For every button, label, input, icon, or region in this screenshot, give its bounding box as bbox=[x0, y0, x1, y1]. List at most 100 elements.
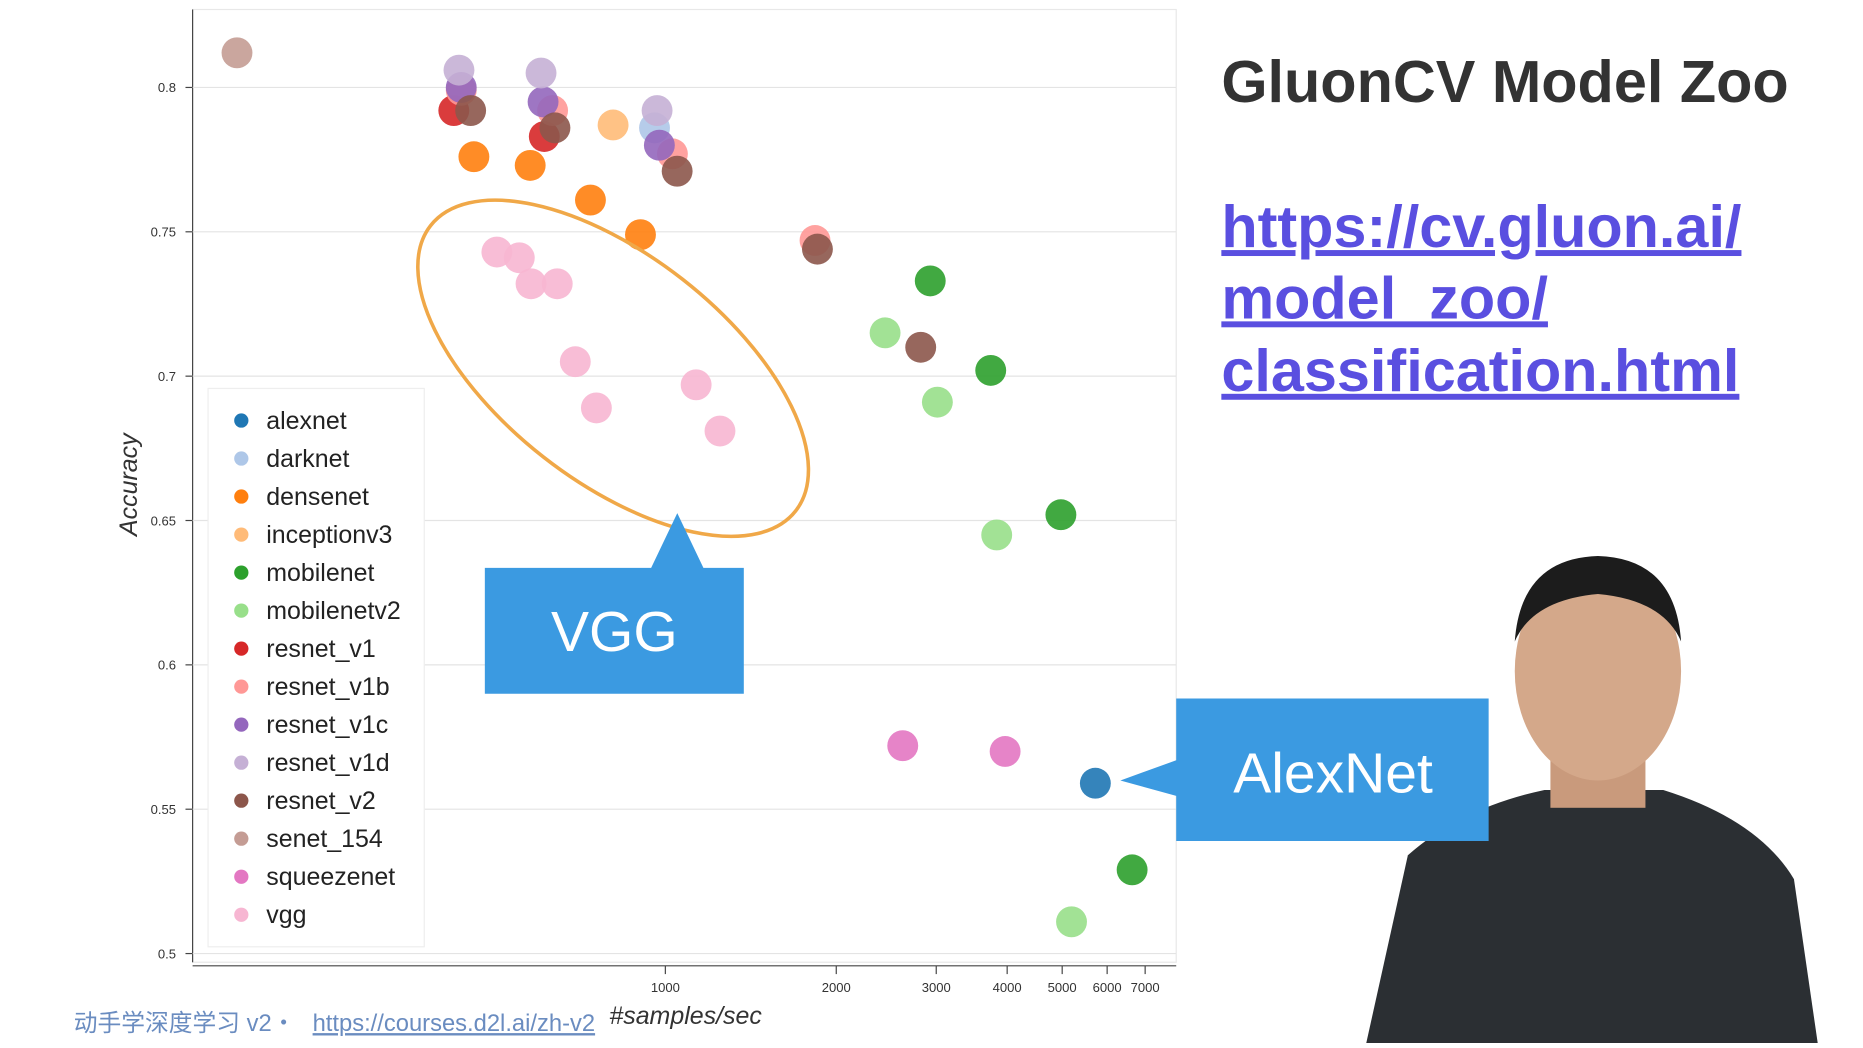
link-line[interactable]: model_zoo/ bbox=[1221, 264, 1548, 331]
data-point bbox=[1079, 767, 1111, 799]
legend-label: mobilenetv2 bbox=[266, 597, 400, 625]
data-point bbox=[541, 268, 573, 300]
callout-shape bbox=[1120, 698, 1489, 842]
data-point bbox=[704, 415, 736, 447]
presenter-hair bbox=[1514, 555, 1682, 642]
data-point bbox=[975, 354, 1007, 386]
slide-link[interactable]: https://cv.gluon.ai/ model_zoo/ classifi… bbox=[1221, 193, 1741, 404]
footer-link[interactable]: https://courses.d2l.ai/zh-v2 bbox=[313, 1010, 596, 1037]
data-point bbox=[1056, 906, 1087, 938]
slide-title: GluonCV Model Zoo bbox=[1221, 48, 1788, 115]
callout-text: AlexNet bbox=[1233, 741, 1433, 805]
callout-text: VGG bbox=[551, 600, 678, 664]
plot: 0.5 0.55 0.6 0.65 0.7 0.75 0.8 1000 2000 3000 4000… bbox=[115, 8, 1177, 1030]
data-point bbox=[515, 268, 547, 300]
data-point bbox=[905, 331, 937, 363]
legend-marker bbox=[234, 641, 249, 656]
legend-label: squeezenet bbox=[266, 863, 395, 891]
legend-label: resnet_v2 bbox=[266, 787, 376, 815]
data-point bbox=[455, 95, 487, 126]
data-point bbox=[527, 86, 559, 118]
data-point bbox=[539, 112, 571, 144]
x-axis-label: #samples/sec bbox=[609, 1002, 762, 1030]
legend-label: alexnet bbox=[266, 407, 346, 435]
data-point bbox=[921, 386, 953, 418]
presenter-body bbox=[1366, 789, 1818, 1043]
y-tick-label: 0.5 bbox=[158, 946, 176, 961]
link-line[interactable]: https://cv.gluon.ai/ bbox=[1221, 193, 1741, 260]
legend-label: resnet_v1d bbox=[266, 749, 389, 777]
data-point bbox=[989, 736, 1021, 767]
x-tick-label: 5000 bbox=[1048, 980, 1077, 995]
data-point bbox=[680, 369, 712, 401]
legend-marker bbox=[234, 451, 249, 466]
legend-label: mobilenet bbox=[266, 559, 374, 587]
legend-marker bbox=[234, 679, 249, 694]
legend-marker bbox=[234, 565, 249, 580]
highlight-ellipse bbox=[416, 198, 811, 539]
data-point bbox=[503, 242, 535, 274]
legend-marker bbox=[234, 413, 249, 428]
y-tick-label: 0.6 bbox=[158, 658, 176, 673]
data-point bbox=[221, 37, 253, 69]
legend-marker bbox=[234, 755, 249, 770]
data-point bbox=[643, 129, 675, 161]
y-tick-label: 0.75 bbox=[151, 225, 176, 240]
x-tick-label: 1000 bbox=[651, 980, 680, 995]
data-point bbox=[575, 184, 606, 216]
x-tick-label: 4000 bbox=[993, 980, 1022, 995]
footer: 动手学深度学习 v2・ bbox=[74, 1010, 296, 1037]
x-tick-label: 2000 bbox=[822, 980, 851, 995]
legend-label: resnet_v1b bbox=[266, 673, 389, 701]
data-point bbox=[1045, 499, 1077, 531]
data-point bbox=[559, 346, 591, 378]
legend-label: densenet bbox=[266, 483, 369, 511]
legend-label: inceptionv3 bbox=[266, 521, 392, 549]
data-point bbox=[801, 233, 833, 265]
alexnet-callout: AlexNet bbox=[1120, 698, 1489, 842]
data-point bbox=[525, 57, 557, 89]
data-point bbox=[514, 149, 546, 181]
legend-marker bbox=[234, 527, 249, 542]
legend-marker bbox=[234, 603, 249, 618]
y-axis-label: Accuracy bbox=[115, 432, 143, 538]
data-point bbox=[887, 730, 919, 762]
y-tick-label: 0.65 bbox=[151, 513, 176, 528]
data-point bbox=[443, 54, 475, 86]
legend-marker bbox=[234, 717, 249, 732]
x-tick-label: 7000 bbox=[1131, 980, 1160, 995]
data-point bbox=[661, 155, 693, 187]
link-line[interactable]: classification.html bbox=[1221, 337, 1739, 404]
legend-marker bbox=[234, 793, 249, 808]
data-point bbox=[580, 392, 612, 424]
callout-shape bbox=[484, 513, 744, 694]
data-point bbox=[458, 141, 490, 173]
x-tick-label: 3000 bbox=[922, 980, 951, 995]
data-point bbox=[641, 95, 673, 126]
y-tick-label: 0.8 bbox=[158, 80, 176, 95]
legend-box bbox=[207, 387, 425, 948]
legend-label: darknet bbox=[266, 445, 349, 473]
data-point bbox=[981, 519, 1013, 551]
presenter bbox=[1366, 555, 1818, 1043]
data-point bbox=[597, 109, 629, 141]
legend-marker bbox=[234, 869, 249, 884]
legend: alexnet darknet densenet inceptionv3 mobilen… bbox=[207, 387, 425, 948]
data-point bbox=[869, 317, 901, 349]
legend-label: resnet_v1 bbox=[266, 635, 376, 663]
legend-label: senet_154 bbox=[266, 825, 383, 853]
legend-label: resnet_v1c bbox=[266, 711, 388, 739]
legend-marker bbox=[234, 831, 249, 846]
data-point bbox=[1116, 854, 1148, 886]
x-tick-label: 6000 bbox=[1093, 980, 1122, 995]
legend-marker bbox=[234, 907, 249, 922]
data-point bbox=[914, 265, 946, 297]
presenter-head bbox=[1514, 561, 1682, 781]
y-tick-label: 0.55 bbox=[151, 802, 176, 817]
vgg-callout: VGG bbox=[484, 513, 744, 694]
y-tick-label: 0.7 bbox=[158, 369, 176, 384]
legend-marker bbox=[234, 489, 249, 504]
data-point bbox=[625, 219, 656, 251]
